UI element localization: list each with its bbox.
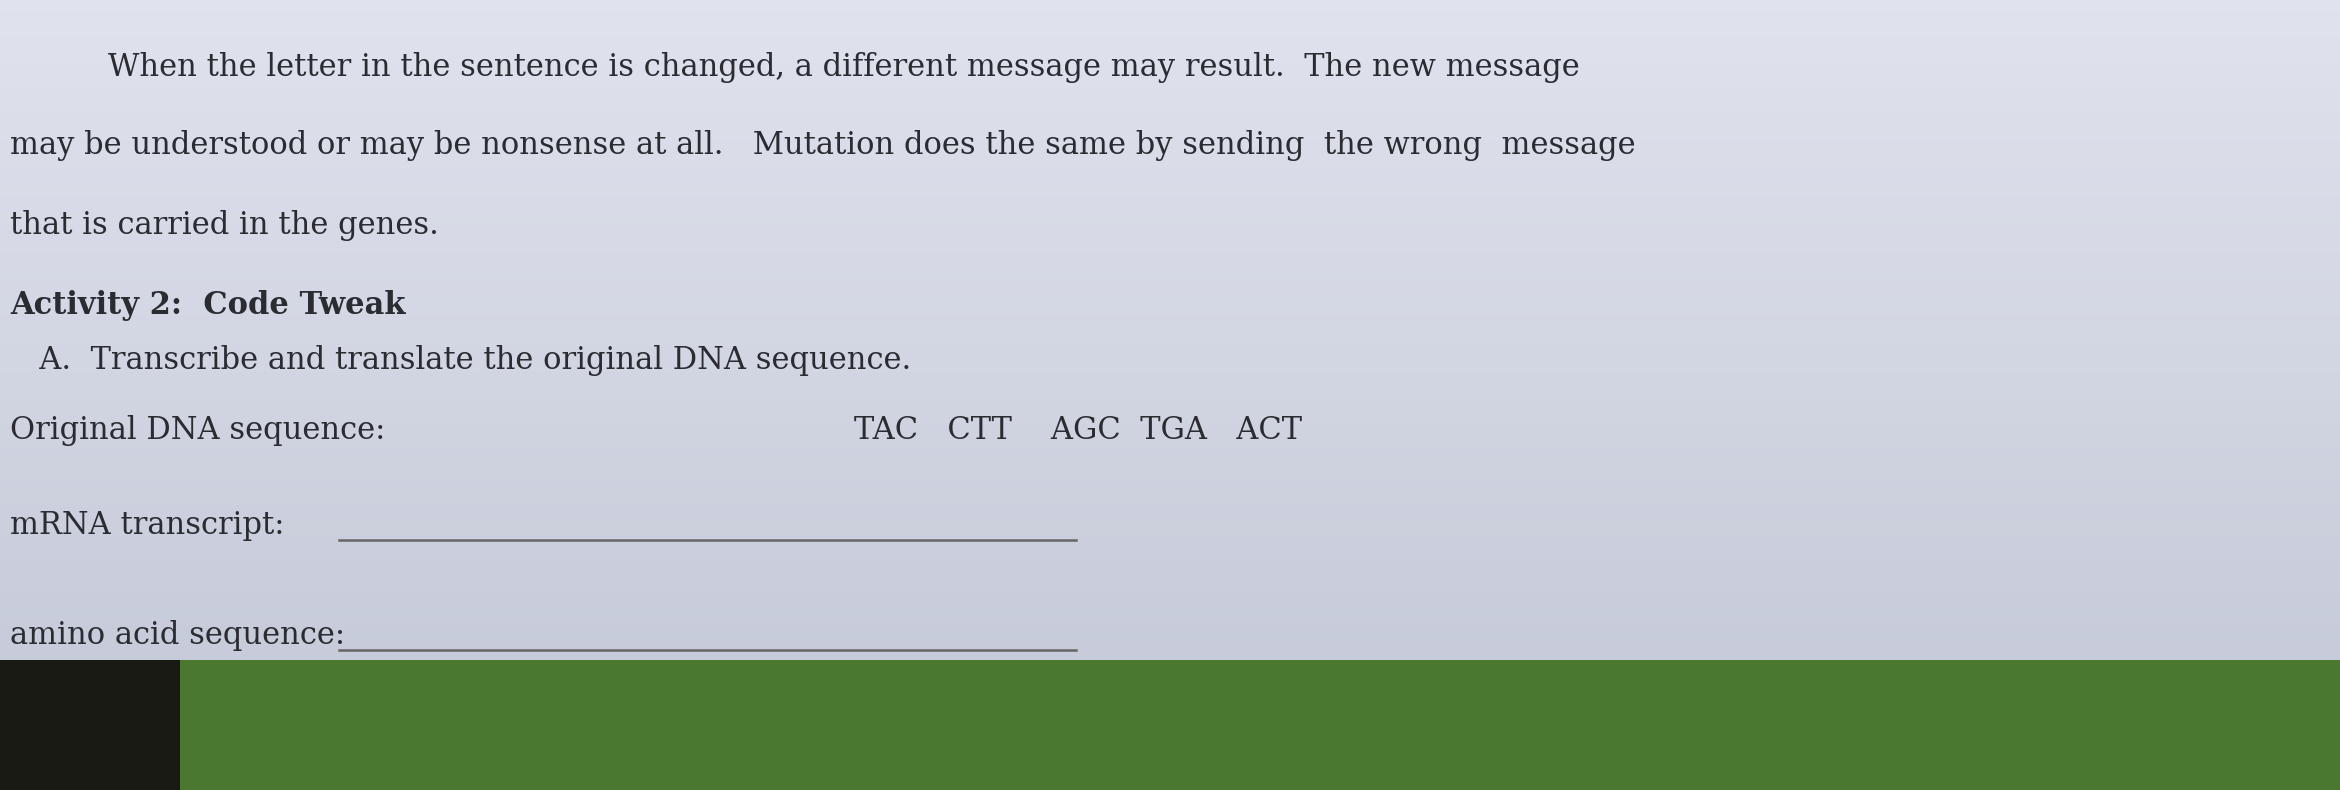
Text: TAC   CTT    AGC  TGA   ACT: TAC CTT AGC TGA ACT xyxy=(854,415,1301,446)
Text: that is carried in the genes.: that is carried in the genes. xyxy=(9,210,440,241)
Text: mRNA transcript:: mRNA transcript: xyxy=(9,510,285,541)
Text: A.  Transcribe and translate the original DNA sequence.: A. Transcribe and translate the original… xyxy=(9,345,910,376)
Text: may be understood or may be nonsense at all.   Mutation does the same by sending: may be understood or may be nonsense at … xyxy=(9,130,1636,161)
Bar xyxy=(101,660,2340,790)
Text: amino acid sequence:: amino acid sequence: xyxy=(9,620,344,651)
Bar xyxy=(0,660,180,790)
Bar xyxy=(0,0,2340,670)
Text: Activity 2:  Code Tweak: Activity 2: Code Tweak xyxy=(9,290,405,321)
Text: Original DNA sequence:: Original DNA sequence: xyxy=(9,415,386,446)
Text: When the letter in the sentence is changed, a different message may result.  The: When the letter in the sentence is chang… xyxy=(30,52,1580,83)
